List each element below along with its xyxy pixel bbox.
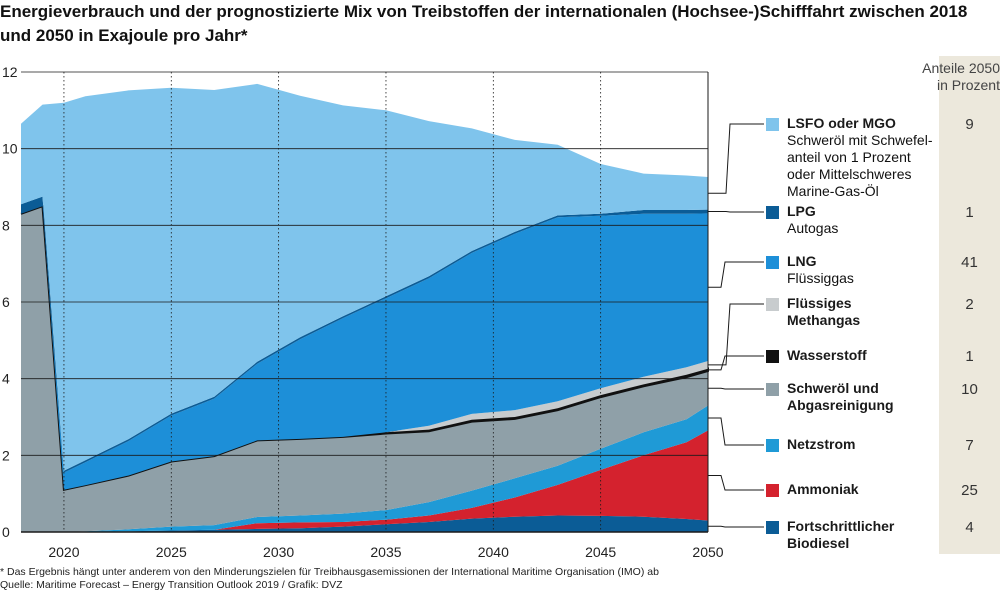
- footnote: * Das Ergebnis hängt unter anderem von d…: [0, 566, 659, 592]
- legend-name: Fortschrittlicher Biodiesel: [787, 518, 895, 551]
- area-lng: [21, 206, 708, 490]
- legend-text: Fortschrittlicher Biodiesel: [787, 518, 927, 552]
- y-tick-label: 8: [2, 217, 10, 233]
- share-value: 2: [965, 296, 974, 313]
- grid-layer: [21, 71, 709, 533]
- legend-item: LPG Autogas: [766, 203, 838, 237]
- y-tick-label: 4: [2, 371, 10, 387]
- leader-line: [708, 525, 764, 528]
- legend-name: LPG: [787, 203, 816, 219]
- legend-text: Wasserstoff: [787, 347, 867, 364]
- share-value: 1: [965, 348, 974, 365]
- share-value: 7: [965, 437, 974, 454]
- footnote-line-1: * Das Ergebnis hängt unter anderem von d…: [0, 566, 659, 578]
- leader-line: [708, 475, 764, 491]
- legend-item: LNG Flüssiggas: [766, 253, 854, 287]
- share-header: Anteile 2050 in Prozent: [905, 60, 1000, 94]
- area-netzstrom: [21, 405, 708, 532]
- legend-text: LNG Flüssiggas: [787, 253, 854, 287]
- leader-line-layer: [708, 123, 764, 528]
- leader-line: [708, 211, 764, 213]
- legend-description: Flüssiggas: [787, 270, 854, 286]
- legend-name: LNG: [787, 253, 817, 269]
- area-ammoniak: [21, 430, 708, 532]
- legend-swatch: [766, 383, 779, 396]
- share-header-line-1: Anteile 2050: [922, 60, 1000, 76]
- legend-item: Flüssiges Methangas: [766, 295, 927, 329]
- legend-description: Marine-Gas-Öl: [787, 183, 879, 199]
- areas-layer: [20, 83, 709, 532]
- share-value: 25: [961, 482, 978, 499]
- share-value: 1: [965, 204, 974, 221]
- legend-item: LSFO oder MGO Schweröl mit Schwefel-antei…: [766, 115, 933, 200]
- y-tick-label: 0: [2, 524, 10, 540]
- legend-item: Ammoniak: [766, 481, 859, 498]
- x-tick-label: 2050: [692, 544, 723, 560]
- y-tick-label: 12: [2, 64, 18, 80]
- legend-item: Fortschrittlicher Biodiesel: [766, 518, 927, 552]
- legend-text: Ammoniak: [787, 481, 859, 498]
- leader-line: [708, 387, 764, 390]
- leader-line: [708, 355, 764, 371]
- legend-name: Wasserstoff: [787, 347, 867, 363]
- leader-line: [708, 123, 764, 194]
- legend-item: Wasserstoff: [766, 347, 867, 364]
- leader-line: [708, 261, 764, 288]
- share-value: 9: [965, 116, 974, 133]
- y-tick-label: 2: [2, 447, 10, 463]
- share-value: 41: [961, 254, 978, 271]
- legend-swatch: [766, 298, 779, 311]
- legend-swatch: [766, 206, 779, 219]
- share-value: 4: [965, 519, 974, 536]
- x-tick-label: 2035: [370, 544, 401, 560]
- legend-name: Flüssiges Methangas: [787, 295, 861, 328]
- legend-item: Netzstrom: [766, 436, 855, 453]
- legend-swatch: [766, 439, 779, 452]
- legend-description: anteil von 1 Prozent: [787, 149, 911, 165]
- y-tick-label: 10: [2, 141, 18, 157]
- footnote-line-2: Quelle: Maritime Forecast – Energy Trans…: [0, 579, 343, 591]
- area-schweröl-und-abgasreinigung: [21, 206, 708, 532]
- legend-description: Schweröl mit Schwefel-: [787, 132, 933, 148]
- legend-name: Schweröl und Abgasreinigung: [787, 380, 894, 413]
- x-tick-label: 2030: [263, 544, 294, 560]
- area-fortschrittlicher-biodiesel: [21, 515, 708, 532]
- legend-swatch: [766, 256, 779, 269]
- legend-description: oder Mittelschweres: [787, 166, 912, 182]
- legend-text: LPG Autogas: [787, 203, 838, 237]
- share-value: 10: [961, 381, 978, 398]
- chart-title: Energieverbrauch und der prognostizierte…: [0, 2, 968, 45]
- legend-swatch: [766, 118, 779, 131]
- x-tick-label: 2025: [156, 544, 187, 560]
- legend-name: Ammoniak: [787, 481, 859, 497]
- legend-text: Flüssiges Methangas: [787, 295, 927, 329]
- x-tick-label: 2040: [478, 544, 509, 560]
- legend-text: LSFO oder MGO Schweröl mit Schwefel-antei…: [787, 115, 933, 200]
- x-tick-label: 2045: [585, 544, 616, 560]
- leader-line: [708, 417, 764, 446]
- legend-swatch: [766, 521, 779, 534]
- legend-text: Schweröl und Abgasreinigung: [787, 380, 927, 414]
- share-header-line-2: in Prozent: [936, 77, 1000, 93]
- x-tick-label: 2020: [48, 544, 79, 560]
- legend-name: LSFO oder MGO: [787, 115, 896, 131]
- leader-line: [708, 303, 764, 366]
- tick-layer: 0 2 4 6 8 10 12 2020 2025 2030 2035 2040 2045 2050: [2, 64, 724, 560]
- legend-name: Netzstrom: [787, 436, 856, 452]
- y-tick-label: 6: [2, 294, 10, 310]
- share-column-background: [939, 56, 1000, 554]
- legend-swatch: [766, 350, 779, 363]
- legend-swatch: [766, 484, 779, 497]
- area-lsfo-oder-mgo: [21, 83, 708, 471]
- legend-text: Netzstrom: [787, 436, 855, 453]
- legend-item: Schweröl und Abgasreinigung: [766, 380, 927, 414]
- legend-description: Autogas: [787, 220, 839, 236]
